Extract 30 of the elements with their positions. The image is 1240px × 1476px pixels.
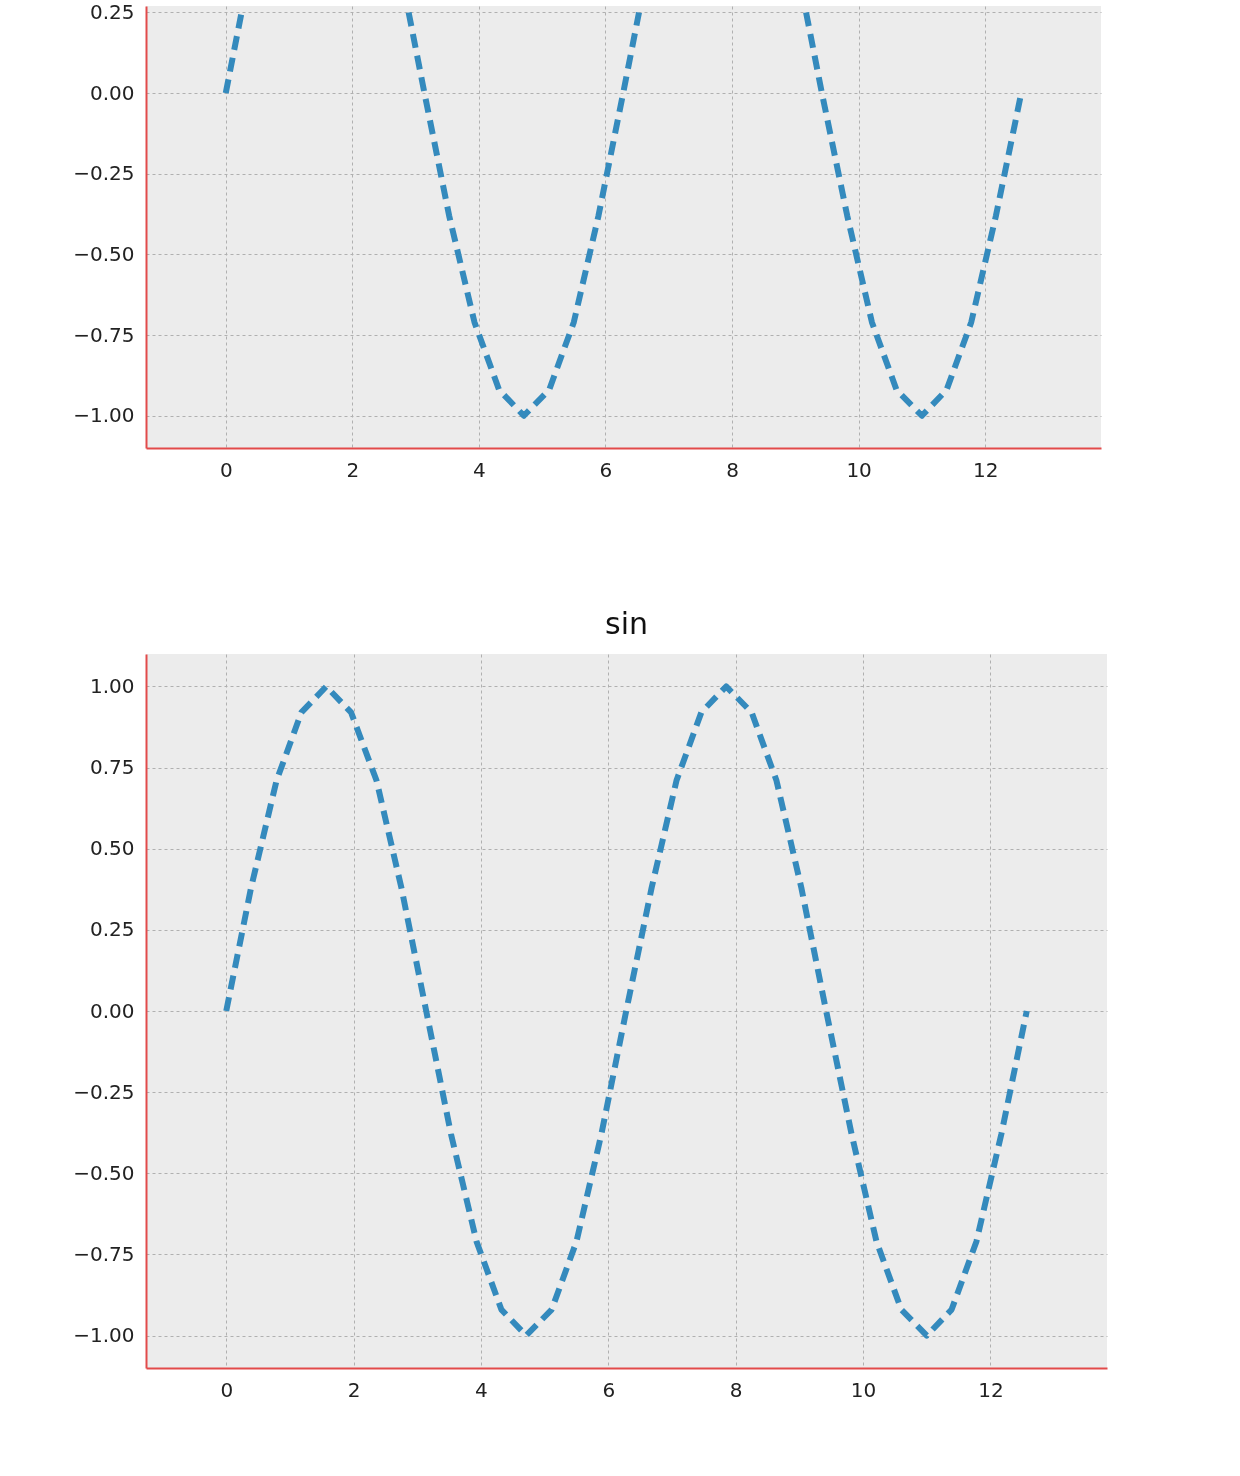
y-tick-label: 0.25 — [89, 917, 135, 942]
x-tick-label: 8 — [729, 1377, 743, 1402]
y-tick-label: 0.75 — [89, 755, 135, 780]
x-tick-label: 2 — [347, 1377, 361, 1402]
y-tick-label: 1.00 — [89, 673, 135, 698]
x-tick-label: 10 — [850, 1377, 877, 1402]
y-tick-label: −0.50 — [73, 241, 135, 266]
x-tick-label: 0 — [219, 457, 233, 482]
x-tick-label: 12 — [978, 1377, 1004, 1402]
x-tick-label: 2 — [346, 457, 360, 482]
y-tick-label: −0.50 — [73, 1160, 135, 1185]
chart-title: sin — [605, 606, 648, 641]
x-tick-label: 6 — [599, 457, 613, 482]
x-tick-label: 8 — [726, 457, 739, 482]
x-tick-label: 12 — [972, 457, 999, 482]
x-tick-label: 10 — [846, 457, 872, 482]
x-tick-label: 0 — [220, 1377, 234, 1402]
y-tick-label: −1.00 — [73, 1323, 135, 1348]
y-tick-label: −0.25 — [73, 1079, 135, 1104]
y-tick-label: 0.00 — [89, 80, 135, 105]
y-tick-label: −0.75 — [73, 322, 135, 347]
x-tick-label: 4 — [473, 457, 486, 482]
y-tick-label: 0.50 — [89, 836, 135, 861]
y-tick-label: −0.25 — [73, 161, 135, 186]
y-tick-label: 0.25 — [89, 0, 135, 24]
x-tick-label: 6 — [602, 1377, 616, 1402]
y-tick-label: 0.00 — [89, 998, 135, 1023]
y-tick-label: −0.75 — [73, 1241, 135, 1266]
x-tick-label: 4 — [475, 1377, 488, 1402]
y-tick-label: −1.00 — [73, 403, 135, 428]
